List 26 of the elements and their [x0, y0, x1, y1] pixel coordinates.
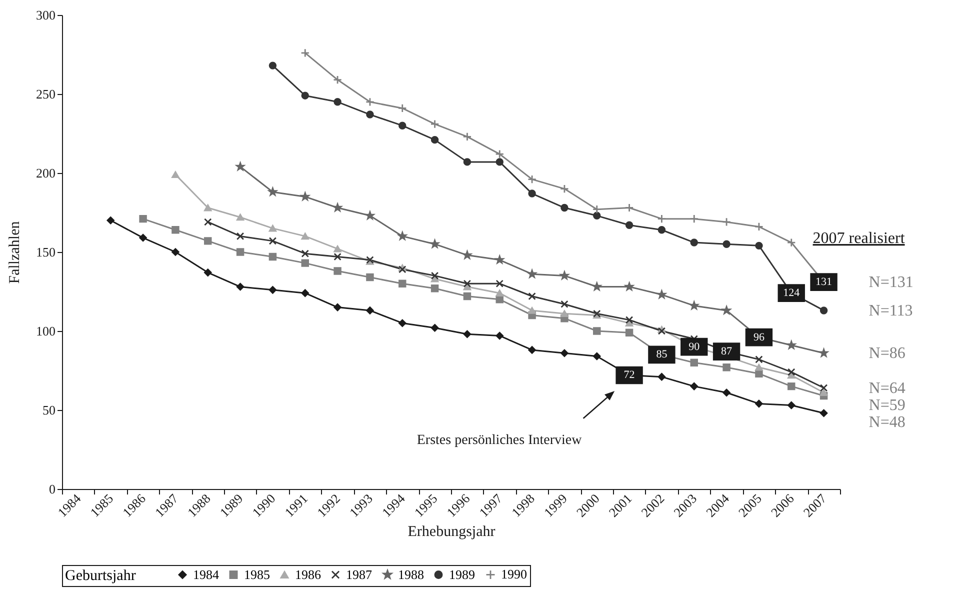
legend-title: Geburtsjahr	[65, 568, 136, 584]
y-tick-label: 250	[36, 86, 56, 102]
y-axis-title: Fallzahlen	[7, 220, 23, 284]
legend-label: 1990	[501, 566, 527, 582]
annotation: Erstes persönliches Interview	[416, 433, 583, 448]
y-tick-label: 50	[42, 402, 56, 418]
x-axis-title: Erhebungsjahr	[408, 524, 496, 540]
annotation: 2007 realisiert	[812, 230, 906, 248]
annotation: N=131	[868, 274, 914, 292]
y-tick-label: 0	[49, 482, 56, 496]
annotation: N=64	[868, 380, 906, 397]
x-tick-label: 1991	[282, 490, 311, 520]
annotation: N=48	[868, 414, 906, 431]
legend-label: 1986	[295, 566, 322, 582]
annotation: N=86	[868, 345, 906, 362]
y-tick-label: 300	[36, 8, 56, 22]
legend-label: 1988	[398, 566, 424, 582]
legend-label: 1984	[193, 566, 220, 582]
annotation: N=113	[868, 302, 913, 320]
legend-label: 1989	[449, 566, 475, 582]
y-tick-label: 200	[36, 166, 56, 180]
y-tick-label: 150	[36, 244, 56, 260]
legend-label: 1987	[346, 566, 372, 582]
legend-label: 1985	[244, 566, 270, 582]
y-tick-label: 100	[36, 324, 56, 338]
annotation: N=59	[868, 396, 906, 414]
